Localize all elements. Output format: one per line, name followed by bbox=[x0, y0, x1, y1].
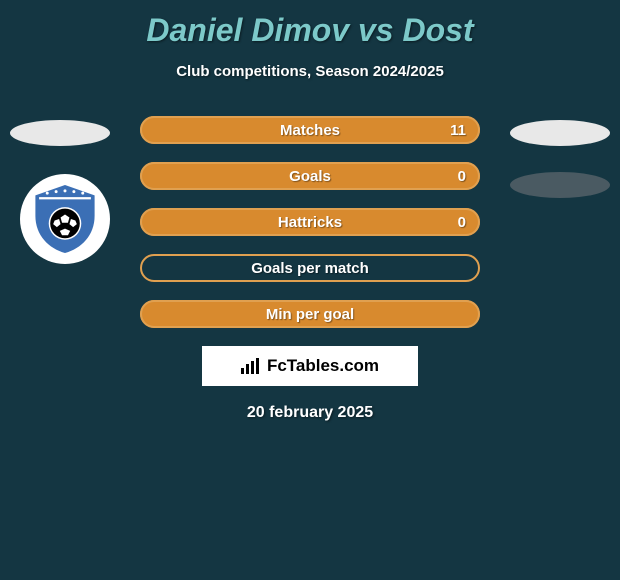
shield-icon bbox=[28, 182, 102, 256]
player-right-oval-1 bbox=[510, 120, 610, 146]
stat-bar-value: 0 bbox=[458, 208, 466, 236]
stat-bar-value: 11 bbox=[450, 116, 466, 144]
stat-bar: Matches11 bbox=[140, 116, 480, 144]
brand-box: FcTables.com bbox=[202, 346, 418, 386]
stat-bar-label: Goals per match bbox=[140, 254, 480, 282]
club-badge bbox=[20, 174, 110, 264]
bar-chart-icon bbox=[241, 358, 261, 374]
stat-bar-label: Hattricks bbox=[140, 208, 480, 236]
stats-area: Matches11Goals0Hattricks0Goals per match… bbox=[0, 116, 620, 422]
brand-text: FcTables.com bbox=[267, 356, 379, 376]
stat-bar: Goals per match bbox=[140, 254, 480, 282]
subtitle: Club competitions, Season 2024/2025 bbox=[0, 63, 620, 80]
stat-bar-value: 0 bbox=[458, 162, 466, 190]
stat-bar: Hattricks0 bbox=[140, 208, 480, 236]
date-line: 20 february 2025 bbox=[0, 404, 620, 422]
stat-bar: Min per goal bbox=[140, 300, 480, 328]
stat-bar-label: Goals bbox=[140, 162, 480, 190]
stat-bar: Goals0 bbox=[140, 162, 480, 190]
page-title: Daniel Dimov vs Dost bbox=[0, 0, 620, 49]
stat-bar-label: Matches bbox=[140, 116, 480, 144]
stat-bar-label: Min per goal bbox=[140, 300, 480, 328]
player-right-oval-2 bbox=[510, 172, 610, 198]
stat-bars: Matches11Goals0Hattricks0Goals per match… bbox=[140, 116, 480, 328]
player-left-oval bbox=[10, 120, 110, 146]
